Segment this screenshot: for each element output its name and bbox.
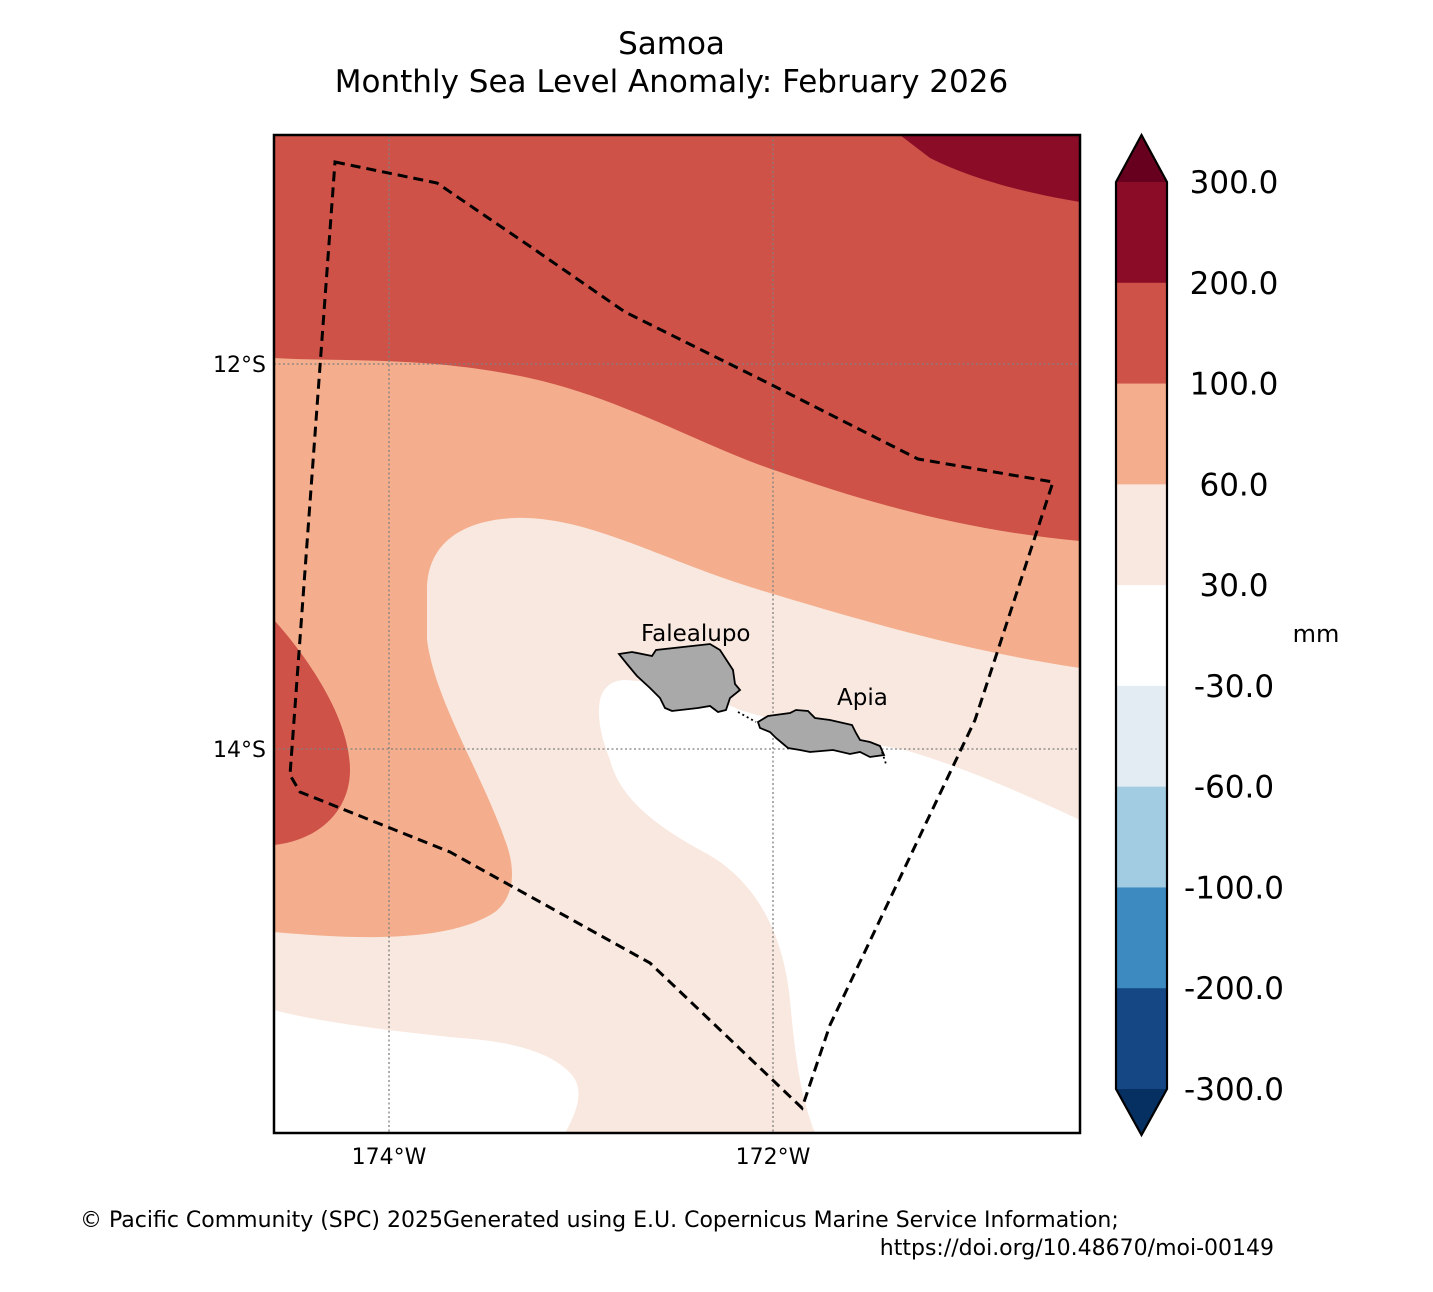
anomaly-contours <box>274 135 1080 1133</box>
colorbar-tick-label: -60.0 <box>1194 770 1274 806</box>
savaii-island <box>617 643 742 713</box>
colorbar: 300.0 200.0 100.0 60.0 30.0 -30.0 -60.0 -100.0 -… <box>1114 132 1284 1138</box>
doi-text: https://doi.org/10.48670/moi-00149 <box>879 1236 1274 1261</box>
colorbar-tick-label: -30.0 <box>1194 669 1274 705</box>
islet-dots <box>737 711 887 765</box>
lat-label-14s: 14°S <box>213 738 266 763</box>
colorbar-tick-label: 300.0 <box>1190 165 1279 201</box>
colorbar-bin <box>1116 585 1167 687</box>
colorbar-tick-label: 200.0 <box>1190 266 1279 302</box>
samoa-land <box>617 643 887 765</box>
colorbar-bin <box>1116 484 1167 586</box>
colorbar-bin <box>1116 383 1167 485</box>
copernicus-credit: Generated using E.U. Copernicus Marine S… <box>442 1208 1119 1233</box>
colorbar-tick-label: 30.0 <box>1199 568 1268 604</box>
graticule <box>274 135 1080 1133</box>
contour-minus30-30 <box>598 680 1080 1133</box>
map-title: Samoa <box>618 26 725 62</box>
colorbar-bin <box>1116 685 1167 788</box>
map-frame <box>272 133 1082 1135</box>
copyright-text: © Pacific Community (SPC) 2025Generated … <box>80 1208 1119 1233</box>
colorbar-tick-label: 100.0 <box>1190 367 1279 403</box>
colorbar-tick-label: -300.0 <box>1184 1072 1284 1108</box>
lon-label-174w: 174°W <box>352 1145 427 1170</box>
colorbar-bin <box>1116 282 1167 385</box>
colorbar-bin <box>1116 786 1167 889</box>
colorbar-tick-label: 60.0 <box>1199 467 1268 503</box>
colorbar-outline <box>1114 132 1169 1138</box>
colorbar-bin <box>1116 887 1167 989</box>
upolu-island <box>756 709 886 758</box>
colorbar-tick-label: -200.0 <box>1184 971 1284 1007</box>
colorbar-tick-label: -100.0 <box>1184 870 1284 906</box>
axis-labels: 12°S 14°S 174°W 172°W <box>213 353 811 1170</box>
lon-label-172w: 172°W <box>736 1145 811 1170</box>
eez-boundary <box>288 160 1055 1111</box>
place-label-apia: Apia <box>837 685 888 711</box>
colorbar-unit-label: mm <box>1293 620 1340 648</box>
colorbar-bin <box>1116 182 1167 284</box>
contour-minus30-30-sw <box>274 1010 579 1133</box>
contour-200-300 <box>900 135 1080 202</box>
colorbar-bin <box>1116 988 1167 1090</box>
colorbar-extend-min <box>1116 1089 1167 1135</box>
lat-label-12s: 12°S <box>213 353 266 378</box>
copyright-spc: © Pacific Community (SPC) 2025 <box>80 1208 443 1233</box>
colorbar-extend-max <box>1116 135 1167 182</box>
map-subtitle: Monthly Sea Level Anomaly: February 2026 <box>334 64 1009 100</box>
place-label-falealupo: Falealupo <box>641 621 751 647</box>
